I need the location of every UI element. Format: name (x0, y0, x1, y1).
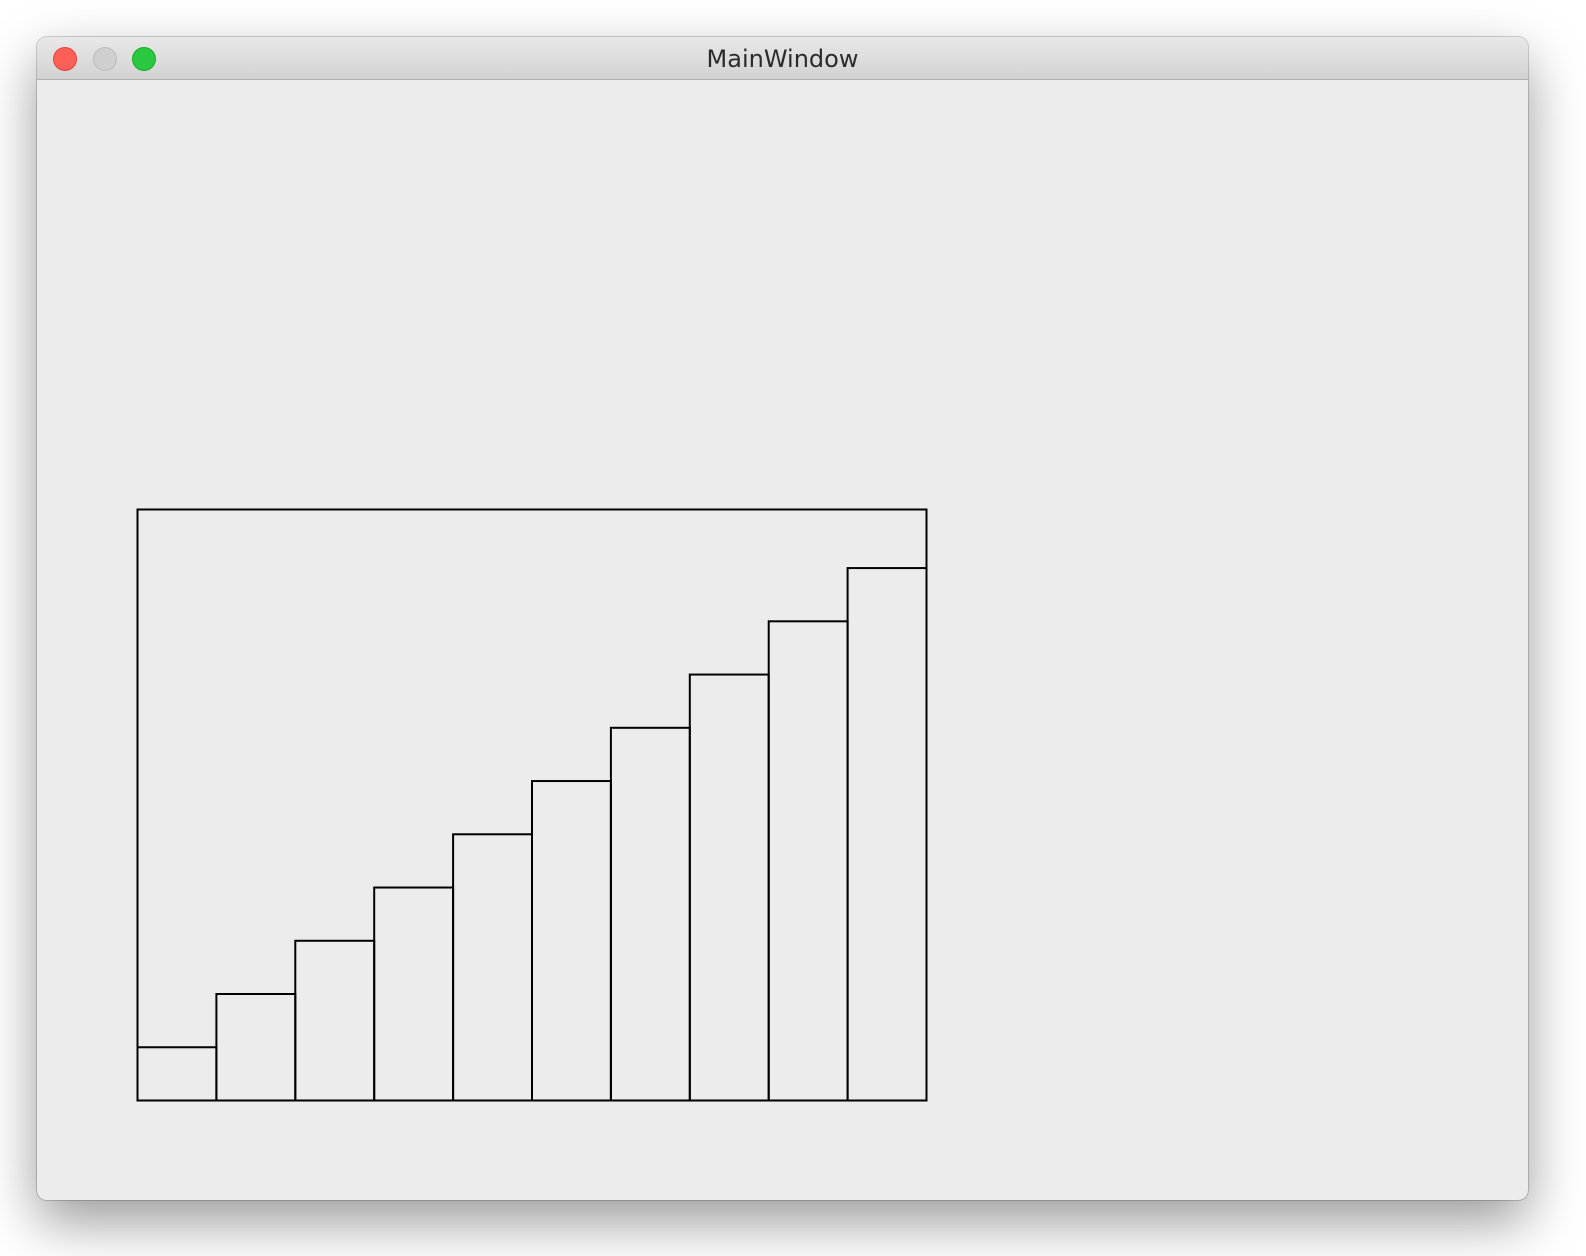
bar-2 (215, 993, 297, 1102)
bar-6 (531, 780, 612, 1102)
window-title: MainWindow (706, 45, 859, 73)
bar-9 (767, 620, 849, 1102)
window-content (37, 80, 1528, 1200)
bar-chart (136, 508, 928, 1102)
bar-5 (452, 833, 534, 1102)
bar-7 (609, 726, 691, 1102)
bar-1 (136, 1046, 218, 1102)
zoom-button[interactable] (132, 47, 156, 71)
bar-4 (373, 886, 455, 1102)
minimize-button[interactable] (93, 47, 117, 71)
bar-3 (294, 939, 376, 1102)
close-button[interactable] (53, 47, 77, 71)
main-window: MainWindow (37, 37, 1528, 1200)
bar-8 (688, 673, 770, 1102)
bar-10 (846, 567, 928, 1102)
bars-group (136, 567, 928, 1102)
title-bar[interactable]: MainWindow (37, 37, 1528, 80)
